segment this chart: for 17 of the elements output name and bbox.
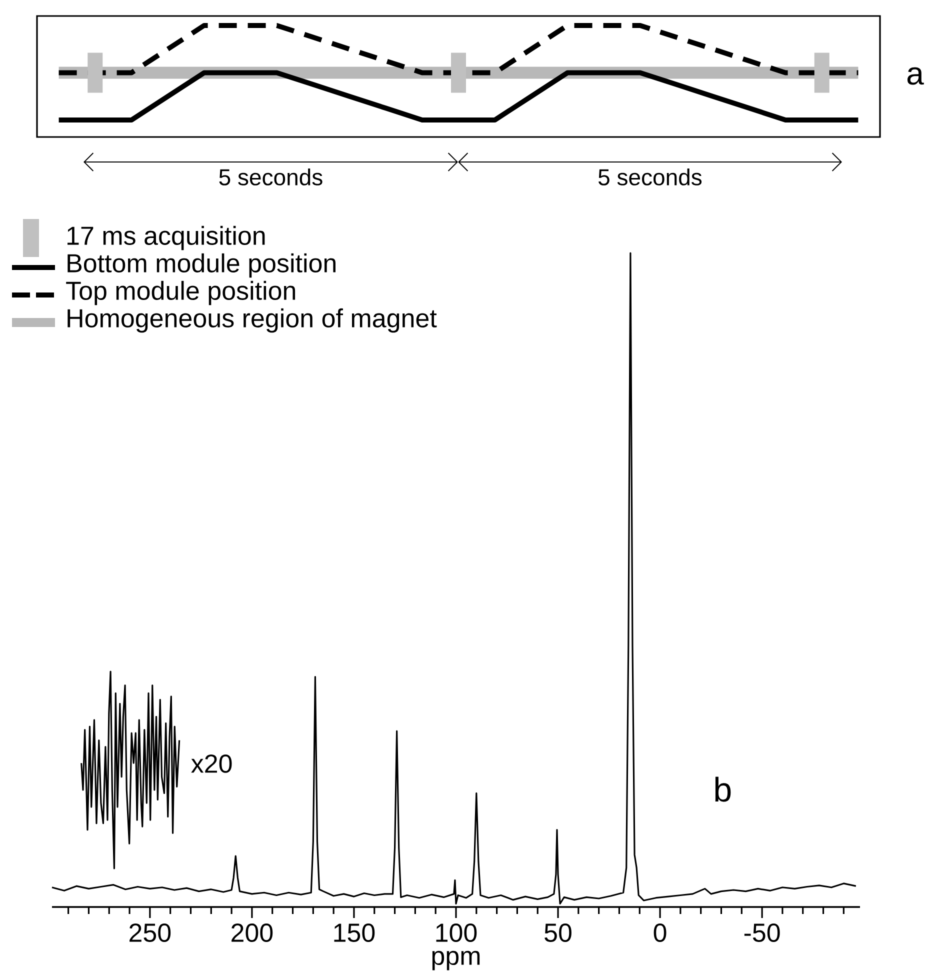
x-tick-label: 100 — [436, 924, 477, 942]
text: 5 seconds — [219, 168, 322, 186]
x-tick-label: 0 — [654, 924, 666, 942]
legend-label: Homogeneous region of magnet — [68, 308, 437, 333]
text: 5 seconds — [598, 168, 702, 186]
x-axis-title: ppm — [432, 950, 480, 970]
annotation: b — [715, 776, 731, 802]
x-tick-label: 50 — [544, 924, 572, 942]
series-label: x20 — [191, 754, 232, 773]
legend-label: Top module position — [66, 280, 296, 306]
x-tick-label: 250 — [130, 924, 171, 942]
x-tick-label: -50 — [744, 924, 780, 942]
x-tick-label: 200 — [232, 924, 273, 942]
text: 17 ms acquisition — [68, 226, 265, 250]
legend-label: Bottom module position — [68, 253, 336, 278]
x-tick-label: 150 — [334, 924, 375, 942]
text: a — [907, 67, 924, 85]
